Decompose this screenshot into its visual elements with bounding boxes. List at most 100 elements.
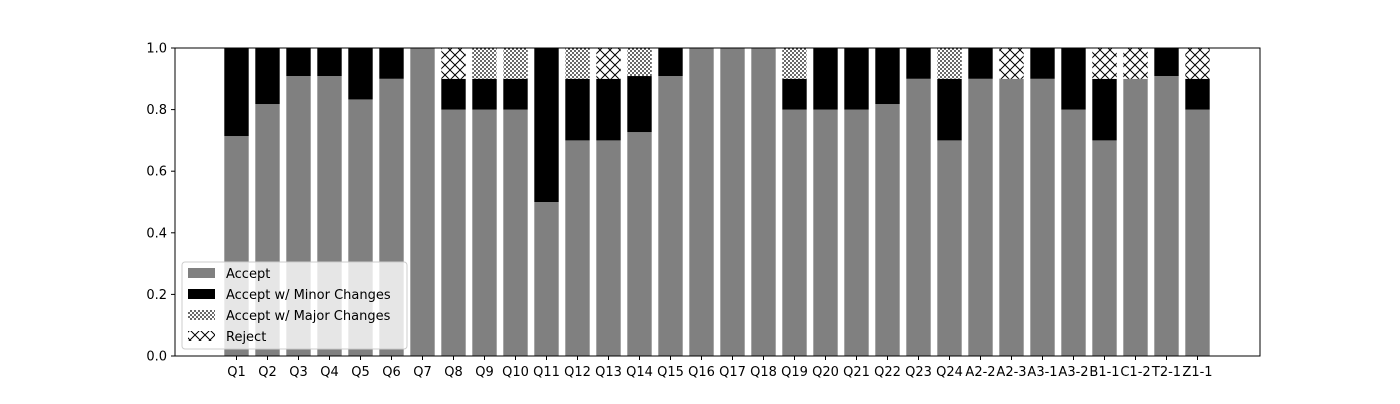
bar-q23-series-1	[906, 48, 931, 79]
x-tick-label-a2-2: A2-2	[965, 365, 995, 380]
x-tick-label-q10: Q10	[502, 365, 529, 380]
bar-q15-series-0	[658, 76, 683, 356]
x-tick-label-q16: Q16	[688, 365, 715, 380]
x-tick-label-q9: Q9	[475, 365, 494, 380]
bar-t2-1-series-1	[1154, 48, 1179, 77]
bar-q6-series-1	[379, 48, 404, 79]
bar-q10-series-2	[503, 48, 528, 79]
bar-q9-series-1	[472, 78, 497, 110]
bar-q10-series-1	[503, 78, 528, 110]
bar-q1-series-1	[224, 48, 249, 137]
y-axis: 0.0 0.2 0.4 0.6 0.8 1.0	[146, 42, 175, 365]
bar-q15-series-1	[658, 48, 683, 77]
legend-swatch-3	[188, 331, 215, 341]
bar-a2-3-series-0	[999, 78, 1024, 357]
bar-q2-series-1	[255, 48, 280, 105]
bar-c1-2-series-0	[1123, 78, 1148, 357]
bar-q8-series-1	[441, 78, 466, 110]
bar-q21-series-1	[844, 48, 869, 110]
bar-q9-series-2	[472, 48, 497, 79]
bar-a3-1-series-0	[1030, 78, 1055, 357]
bar-q16-series-0	[689, 48, 714, 356]
bar-z1-1-series-3	[1185, 48, 1210, 79]
plot-frame	[174, 47, 1261, 357]
bar-q8-series-0	[441, 109, 466, 356]
bar-q14-series-1	[627, 76, 652, 133]
bar-q8-series-3	[441, 48, 466, 79]
x-tick-label-q7: Q7	[413, 365, 432, 380]
bar-b1-1-series-1	[1092, 78, 1117, 141]
bar-q13-series-1	[596, 78, 621, 141]
x-tick-label-q21: Q21	[843, 365, 870, 380]
bar-a3-1-series-1	[1030, 48, 1055, 79]
x-tick-label-q1: Q1	[227, 365, 246, 380]
bar-a2-3-series-3	[999, 48, 1024, 79]
x-tick-label-q24: Q24	[936, 365, 963, 380]
bar-a2-2-series-0	[968, 78, 993, 357]
legend-swatch-2	[188, 310, 215, 320]
bar-z1-1-series-1	[1185, 78, 1210, 110]
legend-swatch-1	[188, 289, 215, 299]
bar-b1-1-series-3	[1092, 48, 1117, 79]
bar-q14-series-0	[627, 132, 652, 356]
x-tick-label-q19: Q19	[781, 365, 808, 380]
legend-label-0: Accept	[226, 267, 270, 282]
bar-q10-series-0	[503, 109, 528, 356]
x-tick-label-q22: Q22	[874, 365, 901, 380]
bar-c1-2-series-3	[1123, 48, 1148, 79]
x-tick-label-q5: Q5	[351, 365, 370, 380]
bar-q13-series-0	[596, 140, 621, 356]
bar-q21-series-0	[844, 109, 869, 356]
bar-q18-series-0	[751, 48, 776, 356]
bars-layer	[224, 48, 1210, 357]
bar-q4-series-1	[317, 48, 342, 77]
x-tick-label-z1-1: Z1-1	[1182, 365, 1212, 380]
bar-q12-series-1	[565, 78, 590, 141]
x-tick-label-q20: Q20	[812, 365, 839, 380]
x-tick-label-a2-3: A2-3	[996, 365, 1026, 380]
x-tick-label-a3-2: A3-2	[1058, 365, 1088, 380]
x-tick-label-q17: Q17	[719, 365, 746, 380]
bar-q20-series-1	[813, 48, 838, 110]
x-tick-label-q3: Q3	[289, 365, 308, 380]
x-tick-label-q23: Q23	[905, 365, 932, 380]
bar-q19-series-1	[782, 78, 807, 110]
legend-label-2: Accept w/ Major Changes	[226, 309, 391, 324]
x-tick-label-q15: Q15	[657, 365, 684, 380]
legend-swatch-0	[188, 268, 215, 278]
x-tick-label-q6: Q6	[382, 365, 401, 380]
legend-label-1: Accept w/ Minor Changes	[226, 288, 391, 303]
bar-a3-2-series-0	[1061, 109, 1086, 356]
x-axis: Q1 Q2 Q3 Q4 Q5 Q6 Q7 Q8 Q9 Q10 Q11 Q12 Q13 Q14 Q15 Q16 Q…	[227, 356, 1213, 380]
bar-q7-series-0	[410, 48, 435, 356]
x-tick-label-q2: Q2	[258, 365, 277, 380]
legend: Accept Accept w/ Minor Changes Accept w/ M…	[181, 261, 408, 350]
bar-q24-series-1	[937, 78, 962, 141]
legend-box	[181, 261, 408, 350]
x-tick-label-c1-2: C1-2	[1120, 365, 1150, 380]
y-tick-label: 0.8	[146, 103, 167, 118]
x-tick-label-a3-1: A3-1	[1027, 365, 1057, 380]
bar-a2-2-series-1	[968, 48, 993, 79]
bar-q14-series-2	[627, 48, 652, 77]
bar-b1-1-series-0	[1092, 140, 1117, 356]
bar-q5-series-1	[348, 48, 373, 100]
bar-q9-series-0	[472, 109, 497, 356]
bar-q23-series-0	[906, 78, 931, 357]
bar-q22-series-1	[875, 48, 900, 105]
x-tick-label-q13: Q13	[595, 365, 622, 380]
bar-q11-series-1	[534, 48, 559, 202]
y-tick-label: 0.4	[146, 226, 167, 241]
x-tick-label-q14: Q14	[626, 365, 653, 380]
x-tick-label-q8: Q8	[444, 365, 463, 380]
bar-q3-series-1	[286, 48, 311, 77]
bar-z1-1-series-0	[1185, 109, 1210, 356]
bar-q19-series-0	[782, 109, 807, 356]
bar-q24-series-2	[937, 48, 962, 79]
x-tick-label-t2-1: T2-1	[1151, 365, 1181, 380]
bar-q12-series-0	[565, 140, 590, 356]
x-tick-label-b1-1: B1-1	[1089, 365, 1119, 380]
y-tick-label: 0.6	[146, 165, 167, 180]
